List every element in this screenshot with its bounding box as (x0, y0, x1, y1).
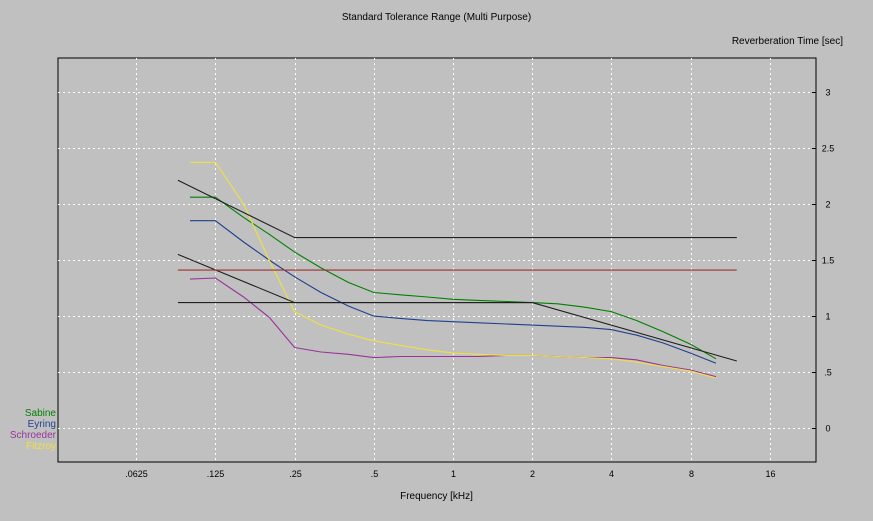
x-tick-label: .25 (289, 469, 302, 479)
plot-area (57, 57, 817, 463)
grid-lines (58, 58, 816, 462)
x-tick-label: .5 (371, 469, 379, 479)
x-tick-label: .0625 (125, 469, 148, 479)
legend: Sabine Eyring Schroeder Fitzroy (4, 408, 56, 452)
axis-ticks: .0625 .125 .25 .5 1 2 4 8 16 0 .5 1 1.5 2 2.5 3 (125, 88, 834, 480)
series-line-fitzroy (190, 161, 717, 379)
legend-item-fitzroy: Fitzroy (26, 441, 56, 452)
x-tick-label: .125 (207, 469, 225, 479)
y-tick-label: 3 (825, 88, 830, 98)
legend-item-schroeder: Schroeder (9, 430, 56, 441)
series-line-sabine (190, 196, 717, 360)
series-line-schroeder (189, 277, 717, 378)
chart-title: Standard Tolerance Range (Multi Purpose) (341, 12, 532, 23)
series-line-eyring (190, 220, 717, 364)
y-tick-label: 1.5 (822, 256, 835, 266)
y-tick-label: 2 (825, 200, 830, 210)
legend-item-sabine: Sabine (24, 408, 56, 419)
x-tick-label: 16 (765, 469, 775, 479)
y-tick-label: 0 (825, 424, 830, 434)
y-tick-label: 2.5 (822, 144, 835, 154)
y-tick-label: 1 (825, 312, 830, 322)
tolerance-line-4 (177, 179, 737, 239)
x-tick-label: 2 (530, 469, 535, 479)
x-tick-label: 4 (609, 469, 614, 479)
x-axis-label: Frequency [kHz] (400, 491, 473, 502)
y-tick-label: .5 (824, 368, 832, 378)
y-axis-label: Reverberation Time [sec] (731, 36, 843, 47)
x-tick-label: 8 (689, 469, 694, 479)
x-tick-label: 1 (451, 469, 456, 479)
series-lines (177, 161, 737, 379)
legend-item-eyring: Eyring (27, 419, 56, 430)
